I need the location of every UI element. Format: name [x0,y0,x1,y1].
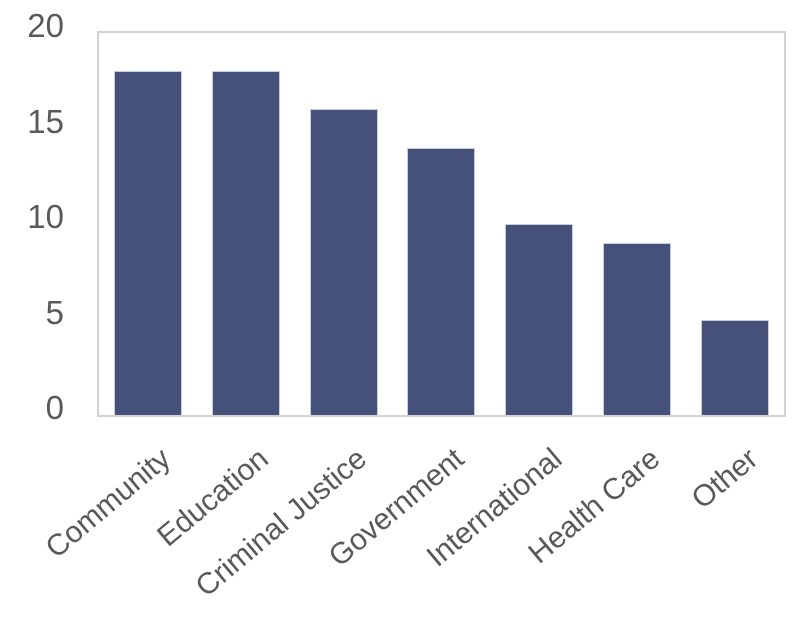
bar-education [211,71,280,415]
x-tick-label-other: Other [685,442,765,516]
y-tick-label-15: 15 [27,102,64,140]
x-tick-label-criminal-justice: Criminal Justice [189,442,373,604]
bar-health-care [603,243,672,415]
y-tick-label-0: 0 [45,389,64,426]
bar-community [113,71,182,415]
bar-international [505,224,574,415]
bar-government [407,147,476,415]
plot-area [97,31,786,417]
y-tick-label-10: 10 [27,198,64,235]
y-tick-label-20: 20 [27,7,64,44]
x-tick-label-community: Community [39,442,178,565]
bar-criminal-justice [309,109,378,415]
y-tick-label-5: 5 [45,293,64,331]
bar-other [700,319,769,415]
bars-container [99,33,784,415]
